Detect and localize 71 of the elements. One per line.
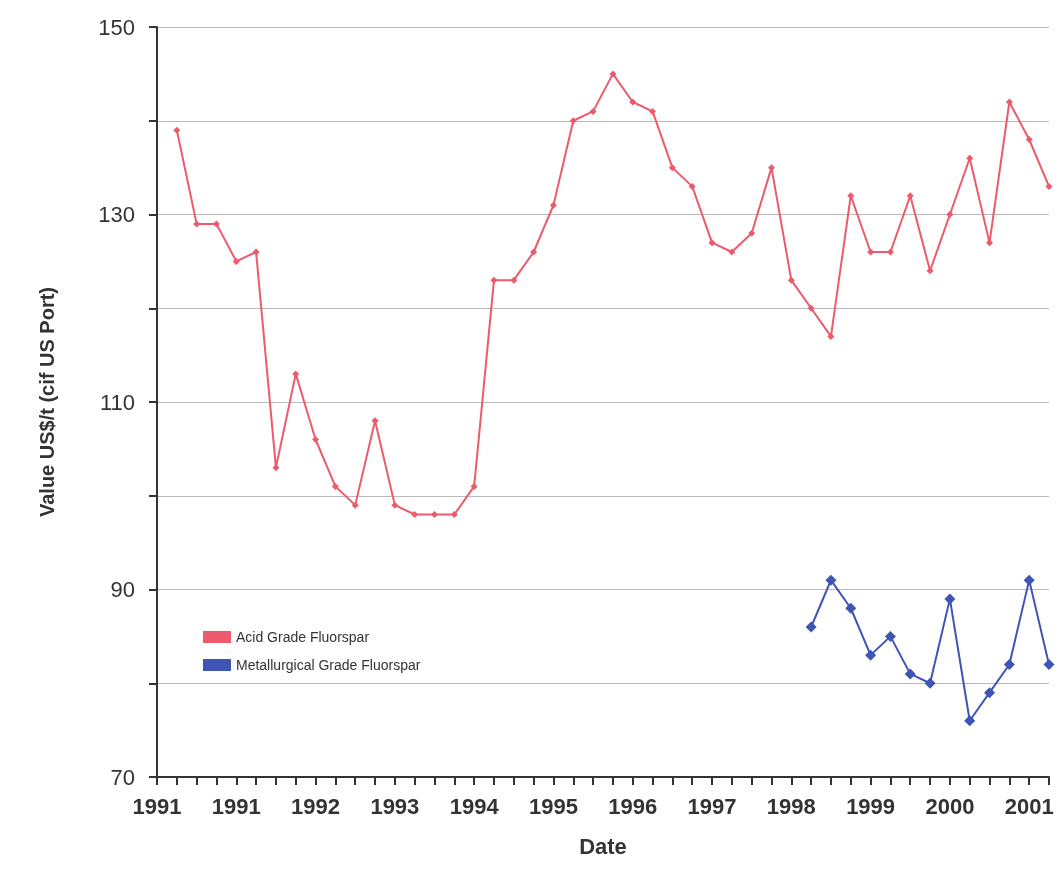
x-tick-label: 1992 — [291, 793, 341, 819]
point — [964, 715, 976, 727]
point — [649, 107, 657, 115]
point — [1003, 659, 1015, 670]
point — [847, 192, 855, 200]
point — [490, 276, 498, 284]
x-tick-label: 1995 — [528, 793, 578, 819]
point — [1025, 136, 1033, 143]
x-tick-label: 2001 — [1004, 793, 1054, 819]
legend-label: Metallurgical Grade Fluorspar — [236, 657, 421, 673]
x-tick-label: 1993 — [370, 793, 420, 819]
x-tick-label: 1998 — [766, 793, 816, 819]
point — [569, 117, 577, 125]
point — [510, 276, 518, 284]
point — [450, 511, 458, 518]
point — [825, 574, 837, 586]
point — [589, 107, 597, 115]
point — [984, 687, 996, 699]
point — [884, 630, 896, 642]
x-tick-label: 1991 — [132, 793, 182, 819]
point — [668, 164, 676, 172]
point — [609, 70, 617, 78]
point — [845, 602, 857, 614]
y-tick-label: 130 — [98, 202, 135, 227]
point — [331, 482, 339, 490]
point — [173, 126, 181, 134]
x-tick-label: 1997 — [687, 793, 737, 819]
point — [431, 511, 439, 518]
point — [946, 211, 954, 218]
point — [391, 501, 399, 509]
point — [272, 464, 280, 472]
legend-label: Acid Grade Fluorspar — [236, 629, 370, 645]
point — [351, 501, 359, 509]
point — [312, 436, 320, 443]
x-axis-title: Date — [579, 833, 627, 859]
point — [292, 370, 300, 378]
point — [252, 248, 260, 256]
y-tick-label: 150 — [98, 14, 135, 40]
point — [1023, 574, 1035, 586]
x-tick-label: 1996 — [608, 793, 658, 819]
point — [411, 511, 419, 518]
point — [470, 482, 478, 490]
point — [728, 248, 736, 256]
point — [827, 332, 835, 340]
point — [232, 257, 240, 265]
point — [787, 276, 795, 284]
point — [629, 98, 637, 106]
y-tick-label: 90 — [110, 577, 135, 602]
y-tick-label: 110 — [99, 389, 135, 415]
point — [924, 677, 936, 689]
point — [944, 593, 956, 605]
y-tick-label: 70 — [110, 764, 135, 790]
x-tick-label: 2000 — [925, 793, 975, 819]
x-tick-label: 1999 — [846, 793, 896, 819]
point — [1045, 182, 1053, 190]
point — [966, 154, 974, 162]
point — [748, 229, 756, 237]
point — [688, 182, 696, 190]
point — [549, 201, 557, 209]
point — [805, 621, 817, 633]
point — [904, 668, 916, 680]
point — [708, 239, 716, 247]
x-tick-label: 1991 — [211, 793, 261, 819]
x-tick-label: 1994 — [449, 793, 500, 819]
y-axis-title: Value US$/t (cif US Port) — [36, 286, 58, 518]
point — [865, 649, 877, 661]
point — [986, 239, 994, 247]
point — [530, 248, 538, 256]
point — [926, 267, 934, 275]
point — [807, 304, 815, 312]
point — [1043, 659, 1055, 670]
